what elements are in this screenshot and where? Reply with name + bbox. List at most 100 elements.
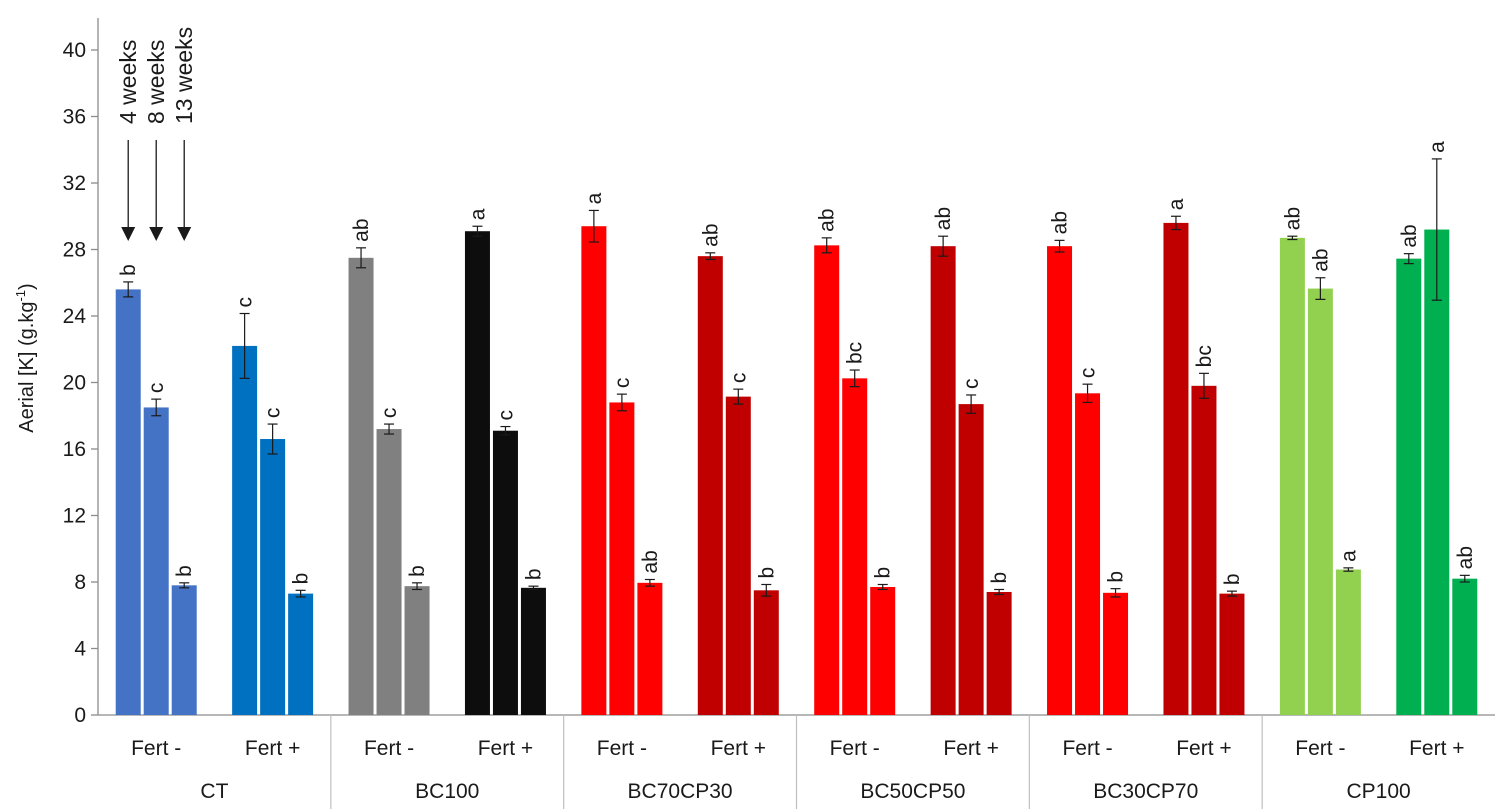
subgroup-label: Fert + xyxy=(1409,737,1464,760)
bar xyxy=(404,586,430,715)
bar xyxy=(143,407,169,715)
significance-label: b xyxy=(988,572,1011,584)
bar xyxy=(958,404,984,715)
y-tick-label: 0 xyxy=(74,704,86,727)
group-label: BC30CP70 xyxy=(1093,780,1198,803)
y-tick-label: 36 xyxy=(63,106,86,129)
bar xyxy=(1191,385,1217,715)
significance-label: c xyxy=(1077,368,1100,379)
significance-label: c xyxy=(494,410,517,421)
subgroup-label: Fert - xyxy=(597,737,647,760)
group-label: BC70CP30 xyxy=(628,780,733,803)
significance-label: a xyxy=(583,192,606,204)
bar xyxy=(1424,229,1450,716)
significance-label: ab xyxy=(816,209,839,232)
significance-label: c xyxy=(611,378,634,389)
bar xyxy=(1396,258,1422,715)
y-axis-label-sup: -1 xyxy=(13,290,28,302)
annotation-arrow-head xyxy=(177,227,192,241)
bar xyxy=(115,289,141,715)
significance-label: c xyxy=(378,408,401,419)
week-annotation-label: 13 weeks xyxy=(171,27,197,124)
annotation-layer: 4 weeks 8 weeks 13 weeks xyxy=(115,27,197,241)
y-axis-label-tail: ) xyxy=(16,283,38,290)
bar xyxy=(232,345,258,715)
subgroup-label: Fert - xyxy=(364,737,414,760)
significance-label: a xyxy=(1165,198,1188,210)
significance-label: a xyxy=(1337,550,1360,562)
bar xyxy=(1452,578,1478,715)
y-tick-label: 20 xyxy=(63,372,86,395)
significance-label: b xyxy=(117,264,140,276)
bar xyxy=(464,231,490,715)
axis-layer: 0 4 8 12 16 20 24 28 32 36 40 xyxy=(63,18,1495,809)
bar xyxy=(930,246,956,716)
y-tick-label: 28 xyxy=(63,239,86,262)
subgroup-label: Fert - xyxy=(131,737,181,760)
bar xyxy=(637,582,663,715)
y-tick-label: 32 xyxy=(63,172,86,195)
bar xyxy=(376,429,402,715)
bar xyxy=(288,593,314,715)
y-tick-label: 24 xyxy=(63,305,87,328)
significance-label: bc xyxy=(844,342,867,364)
significance-label: c xyxy=(262,408,285,419)
bar xyxy=(1307,288,1333,715)
bar xyxy=(581,226,607,715)
bar xyxy=(260,439,286,715)
significance-label: c xyxy=(960,378,983,389)
bar xyxy=(1219,593,1245,715)
bar xyxy=(842,378,868,715)
bar xyxy=(986,591,1012,715)
y-tick-label: 4 xyxy=(74,638,86,661)
significance-label: b xyxy=(872,567,895,579)
significance-label: ab xyxy=(1049,211,1072,234)
significance-label: ab xyxy=(1281,207,1304,230)
significance-label: b xyxy=(522,568,545,580)
bar xyxy=(1279,237,1305,716)
significance-label: c xyxy=(727,373,750,384)
week-annotation-label: 8 weeks xyxy=(143,40,169,124)
significance-label: ab xyxy=(350,218,373,241)
significance-label: b xyxy=(173,565,196,577)
bar xyxy=(870,586,896,715)
subgroup-label: Fert + xyxy=(245,737,300,760)
subgroup-label: Fert - xyxy=(1062,737,1112,760)
significance-label: b xyxy=(290,573,313,585)
group-label: BC50CP50 xyxy=(860,780,965,803)
significance-label: ab xyxy=(639,550,662,573)
bar xyxy=(753,590,779,715)
subgroup-label: Fert - xyxy=(1295,737,1345,760)
bar xyxy=(609,402,635,715)
bar xyxy=(814,245,840,715)
significance-label: c xyxy=(234,297,257,308)
significance-label: bc xyxy=(1193,345,1216,367)
subgroup-label: Fert + xyxy=(478,737,533,760)
bar xyxy=(1335,569,1361,715)
week-annotation-label: 4 weeks xyxy=(115,40,141,124)
annotation-arrow-head xyxy=(121,227,136,241)
significance-label: c xyxy=(145,383,168,394)
bar xyxy=(171,585,197,715)
y-axis-label-main: Aerial [K] (g.kg xyxy=(16,302,38,433)
y-tick-label: 16 xyxy=(63,438,86,461)
significance-label: a xyxy=(466,208,489,220)
bar xyxy=(1075,393,1101,715)
group-label: BC100 xyxy=(415,780,479,803)
subgroup-label: Fert + xyxy=(943,737,998,760)
bar xyxy=(520,587,546,715)
significance-label: b xyxy=(755,567,778,579)
significance-label: ab xyxy=(1398,224,1421,247)
significance-label: b xyxy=(1221,573,1244,585)
group-label: CP100 xyxy=(1346,780,1410,803)
significance-label: ab xyxy=(932,207,955,230)
bar xyxy=(492,430,518,715)
bar xyxy=(348,257,374,715)
subgroup-label: Fert - xyxy=(830,737,880,760)
bar xyxy=(697,256,723,715)
y-tick-label: 12 xyxy=(63,505,86,528)
significance-label: b xyxy=(406,565,429,577)
